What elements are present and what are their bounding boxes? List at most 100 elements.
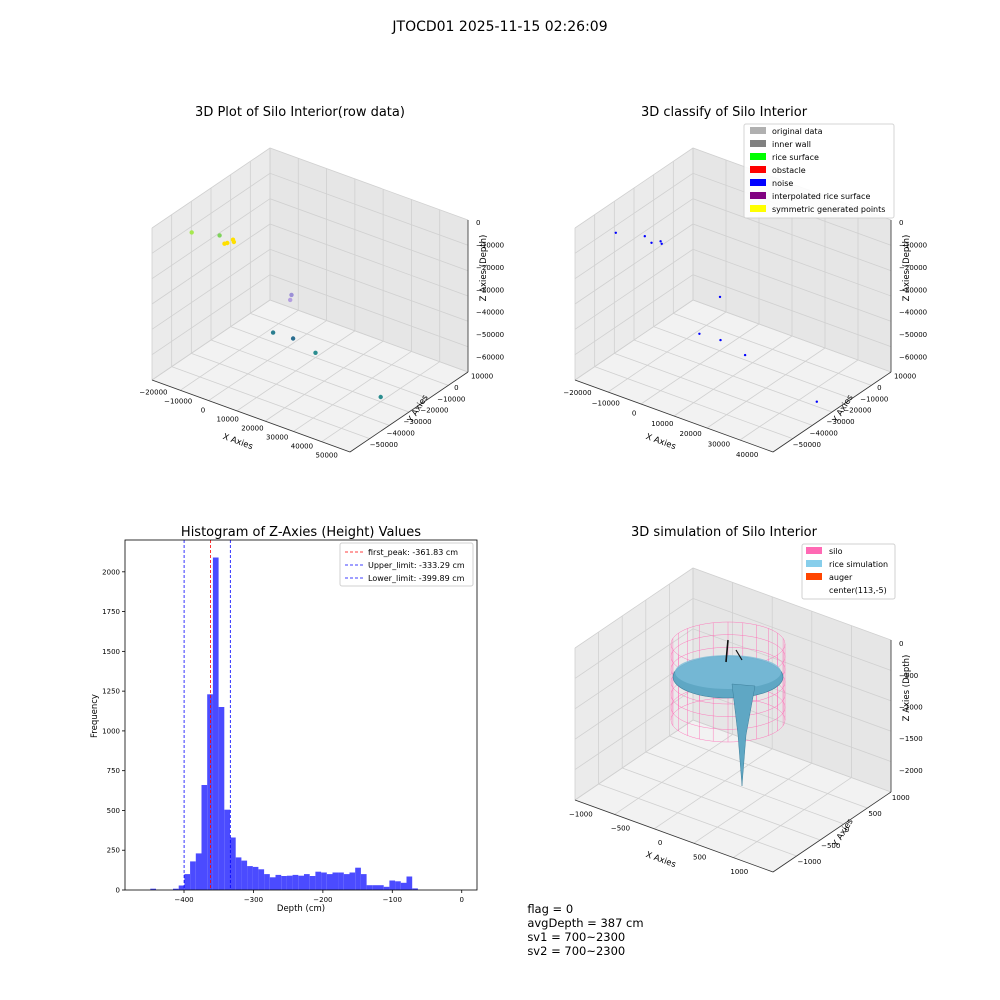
raw-grid-z — [151, 248, 469, 330]
sim-grid-z — [574, 628, 892, 710]
sim-z-tick-label: −1000 — [899, 704, 923, 712]
sim-grid-z — [574, 597, 892, 679]
classify-data-point — [643, 235, 646, 238]
legend-swatch — [750, 140, 766, 147]
raw-grid-z — [151, 299, 469, 381]
raw-z-tick-label: −40000 — [476, 309, 504, 317]
histogram-bar — [184, 874, 191, 890]
classify-x-axis — [574, 379, 774, 453]
histogram-y-tick-label: 500 — [107, 807, 120, 815]
histogram-bar — [372, 885, 378, 890]
histogram-bar — [173, 888, 179, 890]
histogram-bar — [224, 809, 230, 890]
auger-blade — [735, 649, 743, 661]
histogram-bar — [406, 876, 413, 890]
classify-data-point — [815, 400, 818, 403]
sim-grid-z — [574, 719, 892, 801]
histogram-bar — [309, 876, 316, 890]
classify-z-tick-label: −20000 — [899, 264, 927, 272]
raw-grid-z — [151, 147, 469, 229]
sim-left-pane — [575, 568, 693, 800]
sim-x-tick-label: 0 — [658, 839, 662, 847]
raw-y-tick-label: −20000 — [420, 407, 448, 415]
classify-legend: original data inner wall rice surface obsta… — [743, 123, 895, 219]
histogram-y-tick-label: 750 — [107, 767, 120, 775]
legend-label: auger — [829, 573, 853, 582]
histogram-bar — [241, 860, 248, 890]
raw-data-point — [313, 350, 318, 355]
histogram-bar — [281, 876, 287, 890]
classify-x-tick-label: −10000 — [592, 399, 620, 407]
histogram-legend-label: Lower_limit: -399.89 cm — [368, 574, 465, 583]
histogram: −400 −300 −200 −100 0 0 250 500 750 1000 1250 1500 1… — [102, 539, 478, 904]
classify-x-tick-label: 30000 — [708, 441, 730, 449]
histogram-y-tick-label: 2000 — [102, 568, 120, 576]
sim-grid-x-floor — [733, 777, 852, 858]
raw-x-tick-label: 0 — [201, 407, 205, 415]
classify-x-tick-label: −20000 — [563, 389, 591, 397]
histogram-bar — [400, 882, 407, 890]
histogram-bar — [258, 869, 265, 890]
histogram-bar — [190, 861, 196, 890]
sim-y-tick-label: 0 — [845, 826, 849, 834]
sim-x-tick-label: −500 — [611, 825, 630, 833]
histogram-y-tick-label: 0 — [116, 887, 120, 895]
classify-z-tick-label: 0 — [899, 219, 903, 227]
classify-y-tick-label: −50000 — [793, 441, 821, 449]
legend-swatch — [806, 560, 822, 567]
rice-funnel — [731, 683, 756, 787]
rice-surface-highlight — [675, 655, 781, 689]
sim-grid-y-floor — [669, 735, 868, 809]
raw-grid-z — [151, 198, 469, 280]
raw-z-tick-label: −10000 — [476, 242, 504, 250]
histogram-bar — [326, 874, 333, 890]
histogram-frame — [124, 539, 478, 891]
histogram-y-tick-label: 1750 — [102, 608, 120, 616]
histogram-bar — [275, 874, 282, 890]
classify-y-tick-label: −20000 — [843, 407, 871, 415]
classify-legend-frame — [743, 123, 895, 219]
histogram-bar — [150, 888, 156, 890]
classify-data-point — [659, 240, 662, 243]
histogram-bar — [315, 871, 322, 890]
classify-zlabel: Z Axies (Depth) — [902, 235, 912, 302]
raw-data-point — [288, 297, 293, 303]
legend-swatch — [806, 573, 822, 580]
histogram-ylabel: Frequency — [90, 694, 100, 738]
histogram-bar — [338, 872, 344, 890]
classify-y-axis — [772, 371, 892, 453]
classify-y-tick-label: −40000 — [810, 430, 838, 438]
raw-data-point — [270, 330, 276, 335]
histogram-x-tick-label: −100 — [383, 896, 402, 904]
classify-grid-y-floor — [594, 366, 793, 440]
histogram-y-tick-label: 1500 — [102, 648, 120, 656]
histogram-bar — [201, 785, 208, 890]
legend-label: silo — [829, 547, 843, 556]
simulation-legend-frame — [801, 543, 896, 600]
classify-grid-y-floor — [614, 352, 813, 426]
classify-grid-z — [574, 198, 892, 280]
flag-text: flag = 0 — [527, 902, 574, 916]
histogram-bar — [383, 886, 390, 890]
raw-data-point — [290, 336, 296, 341]
sim-y-tick-label: 1000 — [892, 794, 910, 802]
simulation-panel-title: 3D simulation of Silo Interior — [631, 525, 818, 540]
raw-z-tick-label: −20000 — [476, 264, 504, 272]
histogram-y-tick-label: 1250 — [102, 688, 120, 696]
classify-z-tick-label: −60000 — [899, 353, 927, 361]
histogram-bar — [349, 872, 356, 890]
histogram-bar — [212, 557, 219, 890]
histogram-bar — [218, 707, 225, 890]
histogram-legend-label: Upper_limit: -333.29 cm — [368, 561, 465, 570]
legend-swatch — [806, 547, 822, 554]
classify-x-tick-label: 40000 — [736, 451, 758, 459]
legend-swatch — [750, 205, 766, 212]
histogram-bar — [230, 837, 236, 890]
classify-grid-z — [574, 274, 892, 356]
sim-grid-y-floor — [645, 751, 844, 825]
histogram-bar — [304, 874, 310, 890]
legend-label: rice surface — [772, 153, 819, 162]
classify-z-tick-label: −10000 — [899, 242, 927, 250]
raw-y-tick-label: 0 — [454, 384, 458, 392]
histogram-bar — [366, 885, 373, 890]
